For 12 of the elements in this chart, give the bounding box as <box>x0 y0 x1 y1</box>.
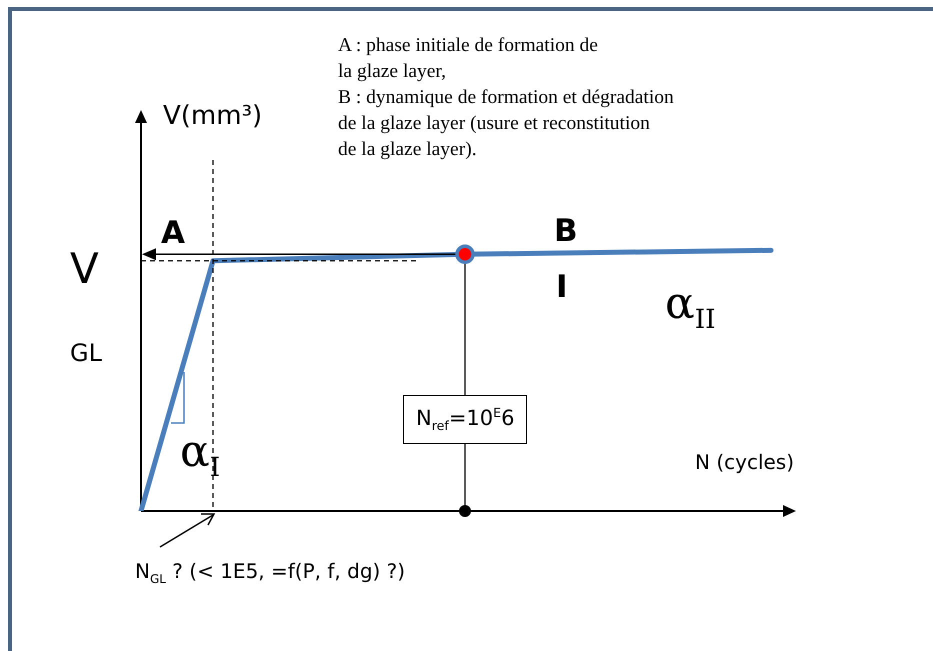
x-axis-title: N (cycles) <box>695 450 794 474</box>
y-axis-title: V(mm³) <box>163 101 262 131</box>
annotation: N$_{ref}$=10$^{E}$6 <box>403 395 528 444</box>
text: V <box>70 244 99 293</box>
text: B <box>554 213 578 249</box>
text: N$_{GL}$ ? (< 1E5, =f(P, f, dg) ?) <box>135 559 406 586</box>
text: A : phase initiale de formation de la glaze layer, B : dynamique de formation et dégradation de la glaze layer (usure et reconstitution de la glaze layer). <box>338 34 674 162</box>
annotation: α$_{II}$ <box>665 278 716 335</box>
annotation: α$_{I}$ <box>180 426 220 483</box>
text: GL <box>70 339 102 367</box>
annotation: A <box>161 215 185 251</box>
annotation: I <box>556 269 568 305</box>
